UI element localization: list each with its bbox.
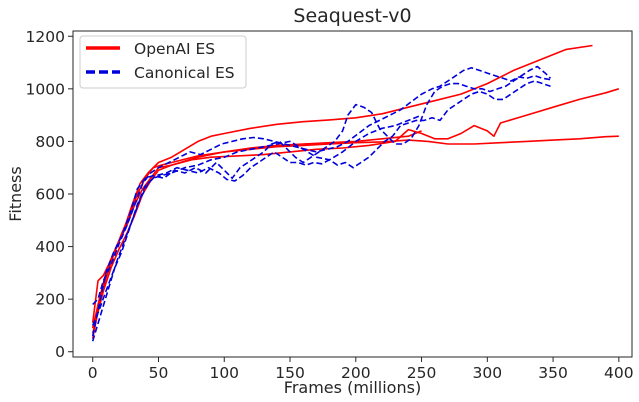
y-axis: 0 200 400 600 800 1000 1200 — [26, 28, 73, 361]
y-tick-label: 800 — [35, 133, 65, 151]
x-tick-label: 300 — [473, 364, 503, 382]
y-axis-label: Fitness — [6, 166, 25, 221]
y-tick-label: 400 — [35, 238, 65, 256]
series-line-openai-es-4 — [91, 130, 422, 339]
x-axis-label: Frames (millions) — [284, 378, 421, 397]
x-tick-label: 200 — [341, 364, 371, 382]
x-tick-label: 400 — [604, 364, 634, 382]
series-line-canonical-es-8 — [91, 114, 422, 326]
x-axis: 0 50 100 150 200 250 300 350 400 — [88, 357, 634, 382]
y-tick-label: 1000 — [26, 80, 65, 98]
chart-title: Seaquest-v0 — [293, 5, 411, 27]
series-line-canonical-es-7 — [92, 67, 551, 305]
x-tick-label: 0 — [88, 364, 98, 382]
x-tick-label: 150 — [275, 364, 305, 382]
series-line-openai-es-2 — [91, 88, 620, 329]
x-tick-label: 250 — [407, 364, 437, 382]
legend: OpenAI ES Canonical ES — [79, 35, 247, 89]
x-tick-label: 350 — [538, 364, 568, 382]
y-tick-label: 0 — [55, 343, 65, 361]
legend-label-canonical-es: Canonical ES — [134, 64, 235, 82]
legend-label-openai-es: OpenAI ES — [134, 40, 215, 58]
series-line-openai-es-3 — [91, 135, 619, 334]
series-line-canonical-es-5 — [91, 65, 552, 337]
x-tick-label: 100 — [209, 364, 239, 382]
y-tick-label: 200 — [35, 291, 65, 309]
plot-lines — [91, 44, 620, 342]
legend-box — [79, 35, 247, 89]
y-tick-label: 1200 — [26, 28, 65, 46]
x-tick-label: 50 — [149, 364, 169, 382]
y-tick-label: 600 — [35, 186, 65, 204]
